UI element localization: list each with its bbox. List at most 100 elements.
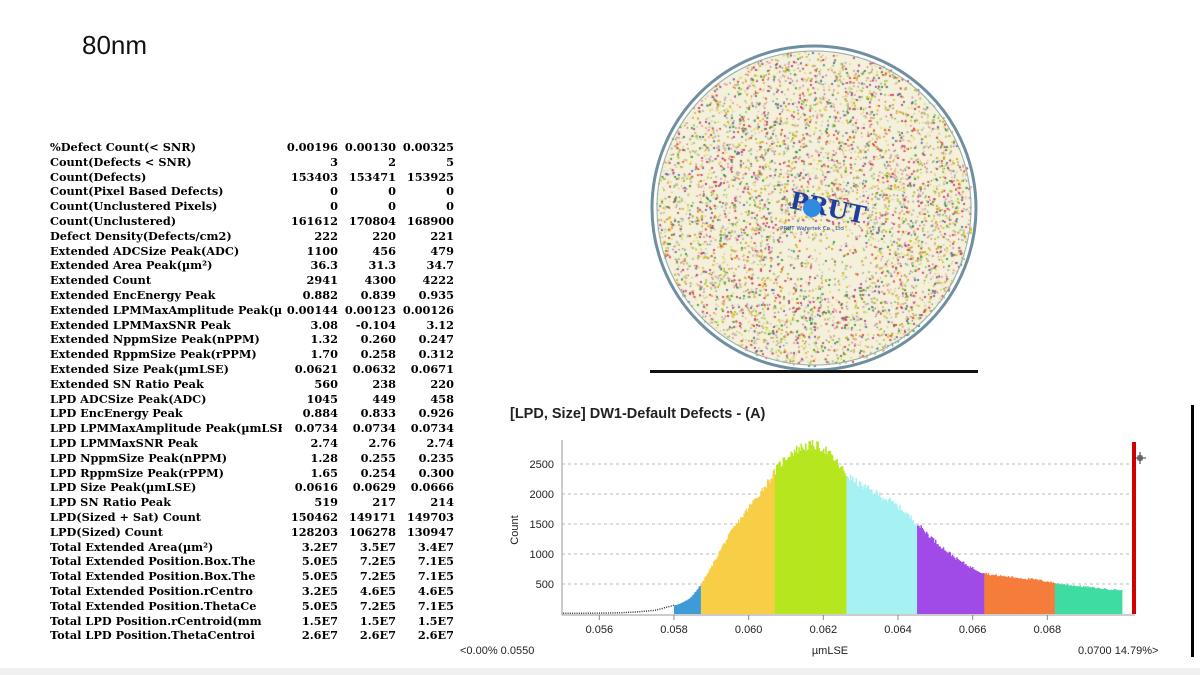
histogram-bar xyxy=(591,612,592,614)
histogram-bar xyxy=(654,609,656,611)
histogram-bar xyxy=(566,613,567,615)
metric-name: Count(Defects) xyxy=(50,169,147,184)
histogram-bar xyxy=(863,485,865,614)
histogram-bar xyxy=(880,497,882,614)
histogram-bar xyxy=(564,613,565,615)
histogram-bar xyxy=(672,605,673,607)
metrics-row: LPD RppmSize Peak(rPPM) 1.65 0.254 0.300 xyxy=(50,466,454,481)
histogram-bar xyxy=(1076,585,1078,614)
histogram-bar xyxy=(1077,586,1079,614)
histogram-bar xyxy=(1097,587,1099,614)
histogram-bar xyxy=(680,603,683,614)
histogram-bar xyxy=(815,449,817,614)
metrics-row: Defect Density(Defects/cm2) 222 220 221 xyxy=(50,229,454,244)
histogram-bar xyxy=(746,511,749,614)
histogram-bar xyxy=(950,556,953,614)
histogram-bar xyxy=(995,574,997,614)
histogram-bar xyxy=(889,497,891,614)
metric-value: 3.2E7 xyxy=(301,539,338,554)
histogram-bar xyxy=(1043,581,1046,614)
histogram-bar xyxy=(1031,578,1033,614)
histogram-bar xyxy=(875,489,878,614)
histogram-bar xyxy=(709,568,712,614)
histogram-bar xyxy=(919,527,921,614)
metric-name: Extended SN Ratio Peak xyxy=(50,376,204,391)
histogram-bar xyxy=(614,612,616,614)
histogram-bar xyxy=(760,491,762,614)
histogram-bar xyxy=(1012,577,1014,614)
metric-value: -0.104 xyxy=(355,317,396,332)
histogram-bar xyxy=(1027,578,1030,614)
histogram-bar xyxy=(702,581,704,614)
metric-value: 456 xyxy=(372,243,396,258)
histogram-bar xyxy=(952,556,955,614)
histogram-bar xyxy=(648,610,650,612)
histogram-bar xyxy=(1030,578,1032,614)
histogram-bar xyxy=(893,504,896,614)
metrics-row: LPD(Sized + Sat) Count 150462 149171 149703 xyxy=(50,510,454,525)
histogram-bar xyxy=(982,573,984,614)
metrics-row: Count(Unclustered) 161612 170804 168900 xyxy=(50,214,454,229)
metric-value: 1.32 xyxy=(310,332,338,347)
x-tick-label: 0.066 xyxy=(959,624,987,636)
metric-value: 150462 xyxy=(290,509,338,524)
metric-value: 31.3 xyxy=(368,258,396,273)
histogram-bar xyxy=(744,510,747,614)
histogram-bar xyxy=(1085,586,1087,614)
metric-name: LPD RppmSize Peak(rPPM) xyxy=(50,465,224,480)
histogram-bar xyxy=(688,598,691,614)
wafer-logo: PRUT PRUT Wafertek Co., Ltd xyxy=(780,185,869,232)
histogram-bar xyxy=(898,510,900,614)
histogram-bar xyxy=(625,612,626,614)
histogram-bar xyxy=(627,612,628,614)
histogram-bar xyxy=(1111,590,1114,614)
histogram-bar xyxy=(1033,579,1036,614)
metric-value: 153925 xyxy=(406,169,454,184)
metric-value: 479 xyxy=(430,243,454,258)
histogram-bar xyxy=(1039,579,1041,614)
metrics-row: Extended SN Ratio Peak 560 238 220 xyxy=(50,377,454,392)
metric-value: 221 xyxy=(430,228,454,243)
metric-name: Extended EncEnergy Peak xyxy=(50,287,216,302)
histogram-bar xyxy=(911,520,913,614)
histogram-bar xyxy=(1080,586,1083,614)
histogram-bar xyxy=(1022,578,1024,614)
histogram-bar xyxy=(784,459,787,614)
panel-divider xyxy=(1191,405,1194,657)
histogram-bar xyxy=(634,611,636,613)
metric-value: 0.00130 xyxy=(344,140,396,154)
histogram-bar xyxy=(969,566,972,614)
histogram-bar xyxy=(865,488,868,614)
histogram-bar xyxy=(884,498,887,614)
histogram-bar xyxy=(752,500,754,614)
histogram-bar xyxy=(966,565,968,614)
histogram-bar xyxy=(693,594,695,614)
metric-value: 1.70 xyxy=(310,347,338,362)
histogram-bar xyxy=(896,506,899,614)
histogram-bar xyxy=(1021,578,1023,614)
histogram-bar xyxy=(619,612,621,614)
histogram-bar xyxy=(974,569,976,614)
histogram-bar xyxy=(994,575,996,614)
histogram-bar xyxy=(787,458,789,614)
histogram-bar xyxy=(926,531,928,614)
histogram-bar xyxy=(910,515,912,614)
histogram-bar xyxy=(857,487,860,614)
histogram-bar xyxy=(1007,575,1010,614)
threshold-marker[interactable] xyxy=(1132,442,1136,614)
histogram-bar xyxy=(989,575,992,614)
histogram-bar xyxy=(821,450,824,614)
histogram-bar xyxy=(657,608,659,611)
histogram-bar xyxy=(1059,584,1061,614)
x-ticks: 0.056 0.058 0.060 0.062 0.064 0.066 0.068 xyxy=(586,615,1061,636)
metric-value: 214 xyxy=(430,495,454,510)
histogram-bar xyxy=(569,612,571,615)
metric-value: 0.839 xyxy=(360,287,396,302)
histogram-bar xyxy=(1046,581,1049,614)
metrics-row: Count(Pixel Based Defects) 0 0 0 xyxy=(50,184,454,199)
histogram-title: [LPD, Size] DW1-Default Defects - (A) xyxy=(510,406,766,422)
histogram-bar xyxy=(942,547,945,614)
histogram-bar xyxy=(641,610,643,613)
histogram-bar xyxy=(652,610,653,612)
